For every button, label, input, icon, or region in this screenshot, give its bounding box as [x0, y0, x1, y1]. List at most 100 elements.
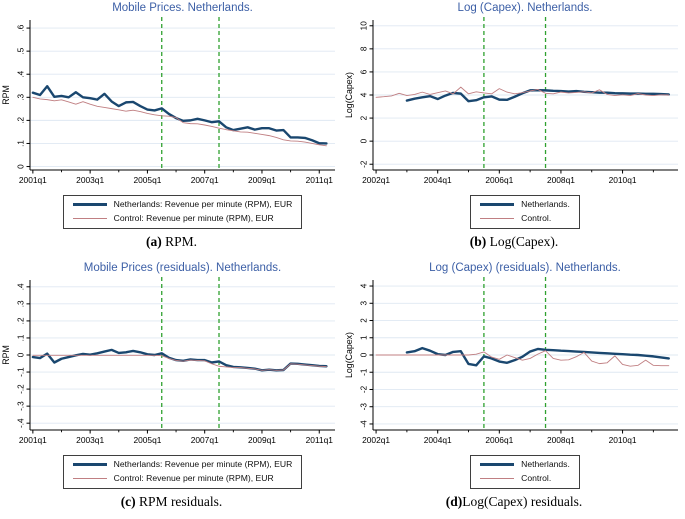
caption-text-c: RPM residuals. — [139, 493, 223, 509]
legend-label: Control: Revenue per minute (RPM), EUR — [113, 212, 274, 223]
x-tick-label: 2001q1 — [19, 435, 47, 445]
panel-c: Mobile Prices (residuals). Netherlands. … — [0, 260, 343, 519]
series-netherlands — [31, 348, 328, 372]
y-tick-label: -.4 — [17, 418, 26, 428]
legend-entry: Control. — [480, 212, 570, 224]
legend-line-sample — [480, 203, 515, 207]
legend-line-sample — [72, 463, 107, 467]
x-tick-label: 2004q1 — [424, 435, 452, 445]
legend-label: Control. — [521, 472, 552, 483]
legend-entry: Netherlands: Revenue per minute (RPM), E… — [72, 199, 292, 210]
y-tick-label: -1 — [360, 368, 369, 376]
y-tick-label: 1 — [360, 335, 369, 340]
y-axis-title: Log(Capex) — [344, 72, 354, 118]
legend-label: Netherlands: Revenue per minute (RPM), E… — [113, 459, 293, 469]
y-tick-label: .6 — [17, 24, 26, 31]
legend-line-sample — [480, 218, 515, 220]
y-tick-label: 2 — [360, 115, 369, 120]
x-tick-label: 2003q1 — [76, 435, 104, 445]
caption-c: (c) RPM residuals. — [0, 494, 343, 510]
y-axis-title: RPM — [1, 85, 11, 105]
y-tick-label: -2 — [360, 385, 369, 393]
series-control — [32, 96, 327, 147]
y-tick-label: -.3 — [17, 401, 26, 411]
y-tick-label: .3 — [17, 300, 26, 307]
caption-text-a: RPM. — [165, 233, 198, 249]
y-tick-label: 4 — [360, 92, 369, 97]
panel-title-a: Mobile Prices. Netherlands. — [112, 2, 253, 14]
y-tick-label: .5 — [17, 47, 26, 54]
x-tick-label: 2002q1 — [362, 435, 390, 445]
y-axis-title: Log(Capex) — [344, 332, 354, 378]
x-tick-label: 2002q1 — [362, 175, 390, 185]
series-netherlands — [31, 85, 328, 145]
panel-a: Mobile Prices. Netherlands. 0 .1 .2 .3 .4 .5.… — [0, 0, 343, 260]
legend-d: Netherlands. Control. — [470, 455, 580, 489]
y-tick-label: -.2 — [17, 384, 26, 394]
line-chart-d: -4 -3 -2 -1 0 1 2 3 4 2002q1 2004q1 2006q1 2008q1 201… — [344, 277, 678, 445]
legend-entry: Netherlands. — [480, 199, 570, 210]
x-tick-label: 2007q1 — [191, 175, 219, 185]
panel-title-c: Mobile Prices (residuals). Netherlands. — [83, 262, 282, 274]
panel-b: Log (Capex). Netherlands. -2 0 2 4 6 8 10 2002q… — [343, 0, 685, 260]
legend-label: Netherlands. — [521, 459, 570, 469]
y-tick-label: -.1 — [17, 367, 26, 377]
line-chart-b: -2 0 2 4 6 8 10 2002q1 2004q1 2006q1 2008q1 2010q1 L… — [344, 17, 678, 185]
x-tick-label: 2007q1 — [191, 435, 219, 445]
legend-entry: Netherlands: Revenue per minute (RPM), E… — [72, 459, 293, 470]
y-tick-label: .1 — [17, 140, 26, 147]
y-tick-label: .3 — [17, 93, 26, 100]
legend-line-sample — [72, 218, 107, 220]
legend-a: Netherlands: Revenue per minute (RPM), E… — [62, 195, 303, 229]
caption-marker-d: (d) — [445, 493, 463, 509]
y-tick-label: 0 — [17, 164, 26, 169]
caption-d: (d)Log(Capex) residuals. — [343, 494, 685, 510]
y-tick-label: -2 — [360, 160, 369, 168]
x-tick-label: 2004q1 — [424, 175, 452, 185]
series-netherlands — [405, 88, 670, 103]
series-control — [375, 350, 670, 367]
y-tick-label: .2 — [17, 117, 26, 124]
x-tick-label: 2006q1 — [485, 175, 513, 185]
x-tick-label: 2008q1 — [547, 175, 575, 185]
y-tick-label: -3 — [360, 403, 369, 411]
legend-label: Control. — [521, 212, 552, 223]
x-tick-label: 2001q1 — [19, 175, 47, 185]
x-tick-label: 2009q1 — [248, 175, 276, 185]
x-tick-label: 2009q1 — [248, 435, 276, 445]
caption-a: (a) RPM. — [0, 234, 343, 250]
caption-text-b: Log(Capex). — [489, 233, 559, 249]
x-tick-label: 2006q1 — [485, 435, 513, 445]
legend-b: Netherlands. Control. — [470, 195, 580, 229]
y-tick-label: 2 — [360, 318, 369, 323]
y-axis-title: RPM — [1, 345, 11, 365]
legend-line-sample — [72, 478, 107, 480]
panel-title-d: Log (Capex) (residuals). Netherlands. — [429, 262, 621, 274]
y-tick-label: 10 — [360, 21, 369, 31]
legend-c: Netherlands: Revenue per minute (RPM), E… — [62, 455, 303, 489]
legend-label: Control: Revenue per minute (RPM), EUR — [113, 472, 274, 483]
x-tick-label: 2010q1 — [609, 175, 637, 185]
caption-marker-c: (c) — [120, 493, 136, 509]
caption-marker-b: (b) — [469, 233, 487, 249]
y-tick-label: 0 — [360, 138, 369, 143]
series-control — [32, 354, 327, 371]
series-control — [375, 86, 670, 98]
legend-entry: Control. — [480, 472, 570, 484]
y-tick-label: .4 — [17, 283, 26, 290]
legend-line-sample — [72, 203, 107, 207]
y-tick-label: 0 — [360, 352, 369, 357]
series-netherlands — [405, 346, 670, 367]
x-tick-label: 2011q1 — [306, 435, 334, 445]
y-tick-label: 8 — [360, 46, 369, 51]
legend-line-sample — [480, 463, 515, 467]
x-tick-label: 2008q1 — [547, 435, 575, 445]
caption-b: (b) Log(Capex). — [343, 234, 685, 250]
y-tick-label: 4 — [360, 283, 369, 288]
legend-entry: Control: Revenue per minute (RPM), EUR — [72, 212, 293, 224]
y-tick-label: 6 — [360, 69, 369, 74]
legend-label: Netherlands. — [521, 199, 570, 209]
x-tick-label: 2010q1 — [609, 435, 637, 445]
x-tick-label: 2003q1 — [76, 175, 104, 185]
